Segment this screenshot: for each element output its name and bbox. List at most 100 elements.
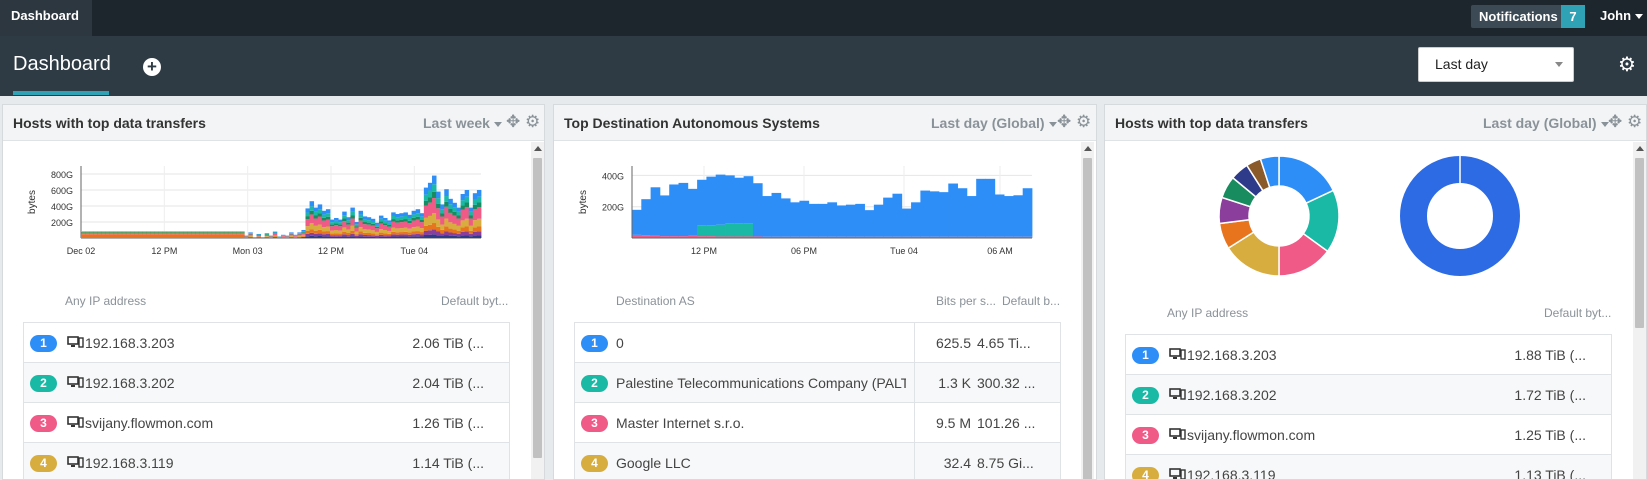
chart-bar-segment <box>403 231 408 235</box>
widget-range-select[interactable]: Last day (Global) <box>931 115 1057 131</box>
chart-bar-segment <box>432 213 437 224</box>
scroll-thumb[interactable] <box>533 158 542 458</box>
table-row[interactable]: 1 192.168.3.203 1.88 TiB (... <box>1126 335 1611 375</box>
chart-bar-segment <box>427 230 433 235</box>
chart-bar-segment <box>334 225 339 230</box>
scroll-up-arrow[interactable] <box>1636 146 1644 151</box>
stacked-area-chart: 800G 600G 400G 200G Dec 02 12 PM Mon 03 12 PM Tu… <box>27 166 482 256</box>
scroll-up-arrow[interactable] <box>534 146 542 151</box>
table-row[interactable]: 1 192.168.3.203 2.06 TiB (... <box>24 323 509 363</box>
chart-bar-segment <box>354 226 359 228</box>
move-icon[interactable]: ✥ <box>1057 112 1072 131</box>
plus-circle-icon[interactable]: + <box>143 58 161 76</box>
chart-bar-segment <box>715 224 726 237</box>
table-row[interactable]: 2 192.168.3.202 1.72 TiB (... <box>1126 375 1611 415</box>
chart-bar-segment <box>297 233 302 234</box>
chart-bar-segment <box>436 208 441 220</box>
table-row[interactable]: 3 svijany.flowmon.com 1.26 TiB (... <box>24 403 509 443</box>
chart-bar-segment <box>113 232 119 234</box>
chart-bar-segment <box>403 221 408 228</box>
chart-bar-segment <box>301 234 306 237</box>
chart-bar-segment <box>448 204 453 209</box>
chart-bar-segment <box>391 221 396 228</box>
chart-bar-segment <box>374 234 380 236</box>
table-row[interactable]: 1 0 625.5 4.65 Ti... <box>575 323 1060 363</box>
table-row[interactable]: 3 Master Internet s.r.o. 9.5 M 101.26 ... <box>575 403 1060 443</box>
chart-bar-segment <box>301 230 306 232</box>
scrollbar[interactable] <box>1633 142 1646 479</box>
chart-bar-segment <box>305 208 310 213</box>
chart-bar-segment <box>362 219 368 223</box>
row-label: 192.168.3.202 <box>1187 387 1277 403</box>
chart-bar-segment <box>358 234 364 237</box>
chart-bar-segment <box>715 174 726 225</box>
brand-link[interactable]: Dashboard <box>0 0 92 36</box>
chart-bar-segment <box>845 204 856 237</box>
chart-bar-segment <box>342 231 347 235</box>
table-row[interactable]: 3 svijany.flowmon.com 1.25 TiB (... <box>1126 415 1611 455</box>
chart-bar-segment <box>929 191 940 237</box>
gear-icon[interactable]: ⚙ <box>525 112 541 131</box>
scroll-thumb[interactable] <box>1635 158 1644 328</box>
chart-bar-segment <box>476 231 482 236</box>
chart-bar-segment <box>976 178 986 237</box>
chart-bar-segment <box>223 234 229 238</box>
chart-bar-segment <box>162 231 168 233</box>
chart-bar-segment <box>236 232 241 234</box>
chart-bar-segment <box>892 193 903 237</box>
chart-bar-segment <box>236 233 241 235</box>
top-navbar: Dashboard Notifications 7 John <box>0 0 1647 36</box>
chart-bar-segment <box>444 201 449 207</box>
notifications-button[interactable]: Notifications 7 <box>1471 5 1585 28</box>
scrollbar[interactable] <box>1081 142 1094 479</box>
chart-bar-segment <box>415 233 421 237</box>
chart-bar-segment <box>818 236 828 238</box>
x-tick-label: 12 PM <box>151 246 177 256</box>
gear-icon[interactable]: ⚙ <box>1076 112 1092 131</box>
chart-bar-segment <box>313 233 319 237</box>
chart-bar-segment <box>883 236 893 238</box>
scroll-thumb[interactable] <box>1083 158 1092 479</box>
chart-bar-segment <box>378 236 384 238</box>
chart-bar-segment <box>460 231 466 236</box>
chart-bar-segment <box>199 233 204 235</box>
host-icon <box>1169 388 1186 400</box>
scrollbar[interactable] <box>531 142 544 479</box>
stacked-area-chart: 400G 200G 12 PM 06 PM Tue 04 06 AM bytes <box>578 166 1033 256</box>
chart-bar-segment <box>423 230 429 235</box>
table-row[interactable]: 4 192.168.3.119 1.13 TiB (... <box>1126 455 1611 479</box>
gear-icon[interactable]: ⚙ <box>1627 112 1643 131</box>
chart-bar-segment <box>281 235 286 237</box>
move-icon[interactable]: ✥ <box>506 112 521 131</box>
chart-bar-segment <box>285 236 290 238</box>
chart-bar-segment <box>146 233 151 235</box>
chart-bar-segment <box>342 234 347 237</box>
widget-range-select[interactable]: Last week <box>423 115 502 131</box>
table-row[interactable]: 2 192.168.3.202 2.04 TiB (... <box>24 363 509 403</box>
chart-bar-segment <box>387 230 392 234</box>
donut-charts <box>1218 155 1520 277</box>
chart-bar-segment <box>297 234 302 236</box>
table-row[interactable]: 4 192.168.3.119 1.14 TiB (... <box>24 443 509 479</box>
widget-range-select[interactable]: Last day (Global) <box>1483 115 1609 131</box>
chart-bar-segment <box>85 231 90 233</box>
widget-header: Hosts with top data transfers Last week … <box>3 105 544 141</box>
move-icon[interactable]: ✥ <box>1608 112 1623 131</box>
chart-bar-segment <box>240 232 245 234</box>
widget-hosts-last-week: Hosts with top data transfers Last week … <box>2 104 545 480</box>
user-menu[interactable]: John <box>1600 8 1644 23</box>
chart-bar-segment <box>456 230 461 234</box>
table-row[interactable]: 2 Palestine Telecommunications Company (P… <box>575 363 1060 403</box>
column-divider <box>914 403 915 442</box>
chart-bar-segment <box>452 235 457 238</box>
gear-icon[interactable]: ⚙ <box>1618 54 1636 76</box>
time-range-select[interactable]: Last day <box>1418 47 1574 82</box>
table-row[interactable]: 4 Google LLC 32.4 8.75 Gi... <box>575 443 1060 479</box>
rank-badge: 2 <box>30 375 57 392</box>
column-header-label: Any IP address <box>1167 306 1249 320</box>
chart-bar-segment <box>452 215 457 224</box>
chart-bar-segment <box>725 175 735 224</box>
scroll-up-arrow[interactable] <box>1084 146 1092 151</box>
tab-dashboard[interactable]: Dashboard <box>13 53 111 75</box>
chart-bar-segment <box>338 219 343 223</box>
